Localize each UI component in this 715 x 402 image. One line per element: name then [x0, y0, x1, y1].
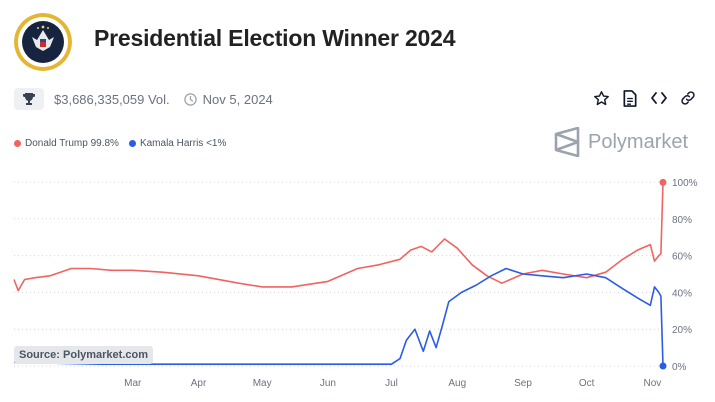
market-meta: $3,686,335,059 Vol. Nov 5, 2024 — [14, 88, 273, 110]
action-bar — [592, 88, 697, 108]
end-date-label: Nov 5, 2024 — [202, 91, 273, 107]
market-title: Presidential Election Winner 2024 — [94, 25, 456, 51]
embed-code-icon[interactable] — [650, 88, 668, 108]
series-line-kamala-harris — [13, 267, 664, 367]
x-tick-label: Nov — [643, 378, 661, 389]
x-tick-label: Mar — [124, 378, 142, 389]
x-tick-label: Aug — [448, 378, 466, 389]
brand-name: Polymarket — [588, 130, 689, 153]
series-endpoint-kamala-harris — [659, 362, 667, 370]
series-endpoint-donald-trump — [659, 178, 667, 186]
y-tick-label: 100% — [672, 178, 698, 189]
legend-item-trump: Donald Trump 99.8% — [14, 138, 119, 149]
x-tick-label: Oct — [579, 378, 595, 389]
polymarket-logo: Polymarket — [554, 127, 688, 157]
x-tick-label: May — [253, 378, 272, 389]
chart-legend: Donald Trump 99.8% Kamala Harris <1% — [14, 138, 236, 149]
y-tick-label: 80% — [672, 215, 692, 226]
y-tick-label: 20% — [672, 325, 692, 336]
volume-label: $3,686,335,059 Vol. — [54, 91, 170, 107]
link-icon[interactable] — [679, 88, 697, 108]
source-label: Source: Polymarket.com — [14, 346, 153, 364]
series-line-donald-trump — [13, 182, 664, 292]
legend-dot-trump — [14, 140, 21, 147]
end-date: Nov 5, 2024 — [183, 91, 273, 107]
legend-label-trump: Donald Trump 99.8% — [25, 138, 119, 149]
legend-item-harris: Kamala Harris <1% — [128, 138, 227, 149]
trophy-icon[interactable] — [14, 88, 44, 110]
x-tick-label: Jul — [385, 378, 398, 389]
seal-graphic — [14, 13, 72, 71]
clock-icon — [183, 92, 197, 106]
y-tick-label: 0% — [672, 362, 687, 373]
legend-label-harris: Kamala Harris <1% — [139, 138, 227, 149]
probability-chart: 100% 80% 60% 40% 20% 0% Mar Apr May Jun Jul Aug Sep O… — [13, 178, 698, 389]
x-tick-label: Apr — [191, 378, 207, 389]
presidential-seal-logo — [14, 13, 72, 71]
polymarket-logo-icon — [554, 127, 580, 157]
y-tick-label: 60% — [672, 252, 692, 263]
x-tick-label: Jun — [320, 378, 336, 389]
star-icon[interactable] — [592, 88, 610, 108]
document-icon[interactable] — [621, 88, 639, 108]
legend-dot-harris — [128, 140, 136, 147]
y-tick-label: 40% — [672, 288, 692, 299]
x-tick-label: Sep — [514, 378, 532, 389]
